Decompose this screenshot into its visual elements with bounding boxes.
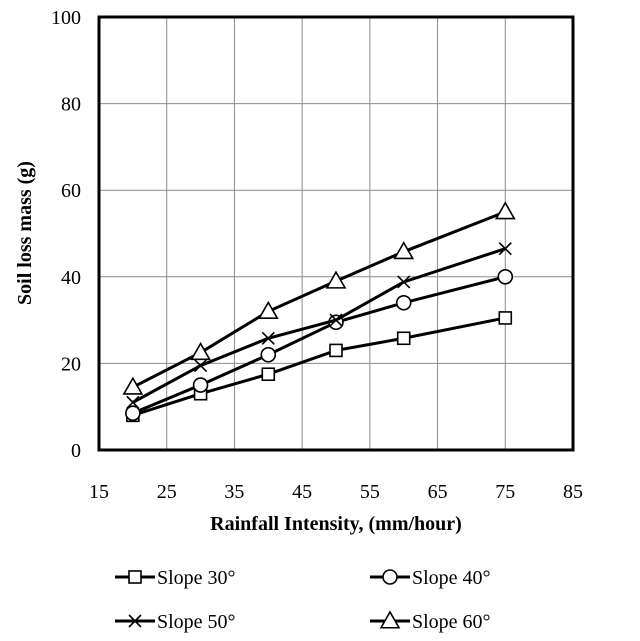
legend-marker-square [128,570,142,584]
x-tick-labels: 15 25 35 45 55 65 75 85 [89,481,583,503]
legend-label: Slope 40° [412,567,491,589]
x-tick-label: 55 [360,481,380,503]
legend-label: Slope 30° [157,567,236,589]
legend: Slope 30° Slope 40° Slope 50° Slope 60° [115,567,491,633]
y-axis-title: Soil loss mass (g) [14,161,36,305]
x-tick-label: 75 [495,481,515,503]
legend-marker-x [128,614,142,628]
y-tick-label: 80 [61,94,81,116]
legend-item: Slope 50° [115,611,236,633]
y-tick-label: 40 [61,267,81,289]
data-point [257,300,279,319]
x-tick-label: 65 [428,481,448,503]
data-point [397,275,411,289]
legend-label: Slope 50° [157,611,236,633]
data-point [261,367,276,382]
x-tick-label: 25 [157,481,177,503]
series-line [132,247,506,404]
data-point [396,331,411,346]
legend-item: Slope 30° [115,567,236,589]
x-axis-title: Rainfall Intensity, (mm/hour) [210,513,462,535]
x-tick-label: 15 [89,481,109,503]
data-point [126,395,140,409]
legend-marker-triangle [379,610,401,629]
legend-marker-circle [382,569,398,585]
data-point [261,331,275,345]
legend-item: Slope 40° [370,567,491,589]
data-point [494,201,516,220]
series-x [126,242,512,409]
x-tick-label: 85 [563,481,583,503]
series-square [126,311,513,423]
plot-area [97,15,575,452]
series-group [122,201,516,423]
data-point [325,270,347,289]
data-point [125,405,141,421]
gridlines [99,17,573,450]
y-tick-labels: 0 20 40 60 80 100 [51,7,81,462]
y-tick-label: 0 [71,440,81,462]
legend-item: Slope 60° [370,610,491,633]
series-line [132,316,506,417]
data-point [329,313,343,327]
data-point [393,241,415,260]
data-point [190,341,211,361]
series-circle [125,268,514,421]
x-tick-label: 45 [292,481,312,503]
data-point [395,294,412,311]
data-point [498,311,513,325]
y-tick-label: 60 [61,180,81,202]
series-line [132,275,506,415]
series-line [132,210,506,389]
y-tick-label: 20 [61,353,81,375]
data-point [122,376,144,395]
data-point [329,343,343,358]
y-tick-label: 100 [51,7,81,29]
data-point [497,268,514,285]
data-point [260,346,277,363]
series-triangle [122,201,516,395]
data-point [192,377,209,393]
legend-label: Slope 60° [412,611,491,633]
x-tick-label: 35 [224,481,244,503]
data-point [194,358,208,373]
data-point [498,242,512,256]
